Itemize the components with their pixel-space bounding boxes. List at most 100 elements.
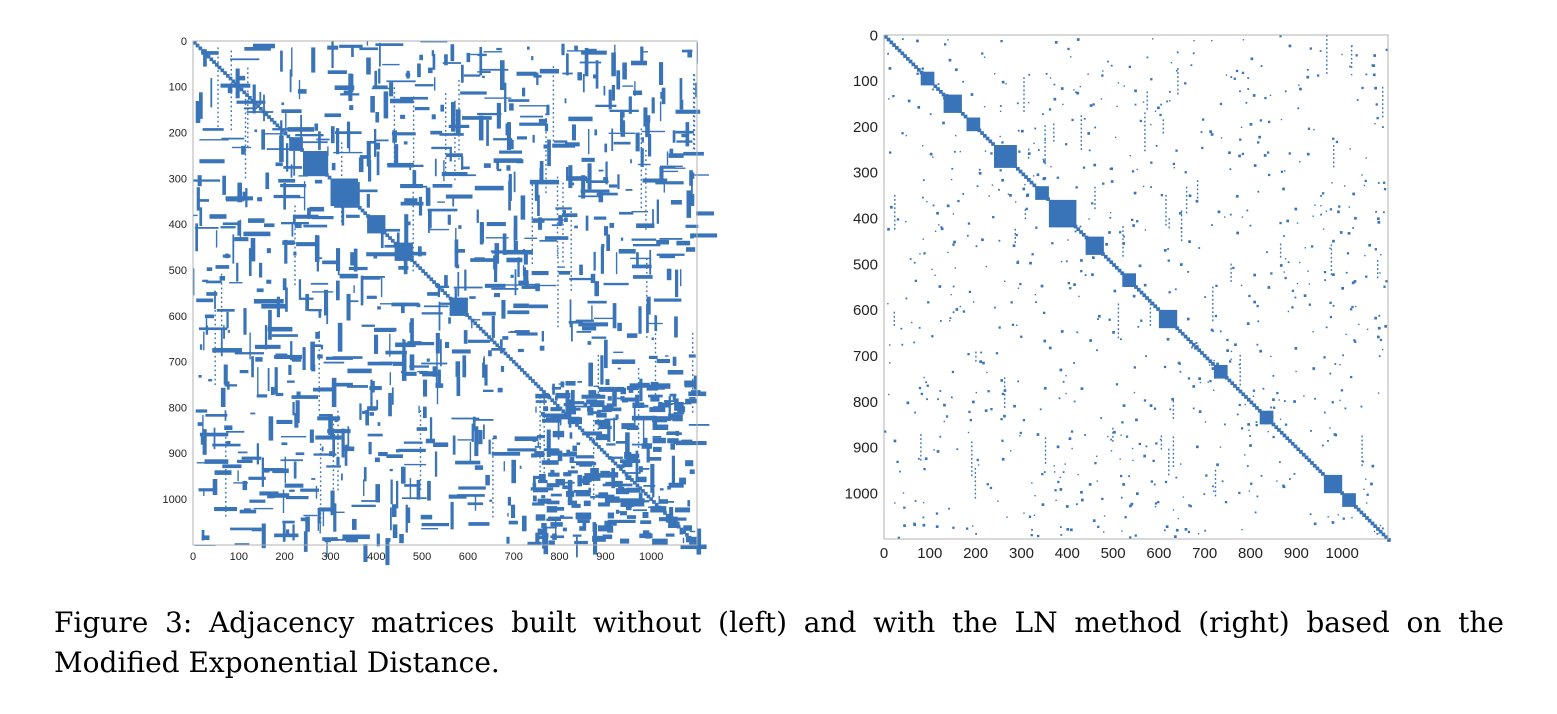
matrix-entry (557, 302, 559, 305)
matrix-entry (1230, 381, 1235, 386)
matrix-entry (893, 320, 895, 322)
matrix-entry (1212, 294, 1214, 297)
matrix-entry (1230, 76, 1233, 78)
matrix-entry (1123, 235, 1125, 238)
matrix-entry (1373, 530, 1376, 533)
matrix-entry (1143, 454, 1146, 458)
matrix-entry (1069, 287, 1072, 290)
matrix-entry (692, 392, 694, 395)
matrix-entry (668, 396, 671, 421)
matrix-entry (550, 398, 555, 403)
matrix-entry (693, 115, 696, 118)
matrix-entry (577, 72, 582, 81)
matrix-entry (1166, 337, 1170, 341)
matrix-entry (556, 204, 559, 206)
matrix-entry (213, 427, 216, 450)
matrix-entry (1259, 349, 1262, 353)
matrix-entry (1264, 96, 1267, 100)
matrix-entry (1138, 442, 1141, 446)
matrix-entry (893, 315, 895, 318)
matrix-entry (214, 351, 216, 353)
matrix-entry (389, 468, 393, 472)
matrix-entry (476, 324, 480, 328)
matrix-entry (962, 193, 965, 195)
matrix-entry (439, 133, 464, 136)
matrix-entry (1230, 350, 1233, 353)
matrix-entry (1195, 199, 1199, 203)
matrix-entry (692, 378, 694, 381)
matrix-entry (1165, 199, 1167, 201)
matrix-entry (545, 127, 547, 129)
matrix-entry (336, 248, 341, 271)
matrix-entry (215, 230, 218, 248)
matrix-entry (412, 151, 415, 154)
matrix-entry (365, 409, 369, 426)
matrix-entry (428, 67, 433, 74)
matrix-entry (1312, 331, 1314, 333)
adjacency-matrix-right-svg: 0 100 200 300 400 500 600 700 800 900 100001002003… (845, 27, 1391, 562)
matrix-entry (249, 332, 251, 360)
matrix-entry (337, 429, 339, 431)
matrix-entry (1339, 399, 1341, 402)
matrix-entry (506, 354, 511, 359)
matrix-entry (927, 301, 930, 304)
matrix-entry (241, 145, 246, 155)
matrix-entry (635, 450, 639, 481)
matrix-entry (432, 53, 436, 70)
matrix-entry (576, 442, 581, 446)
matrix-entry (281, 102, 285, 106)
matrix-entry (266, 279, 272, 284)
matrix-entry (391, 302, 419, 307)
matrix-entry (1027, 152, 1030, 155)
matrix-entry (591, 305, 593, 321)
matrix-entry (296, 242, 318, 247)
matrix-entry (1377, 335, 1380, 339)
matrix-entry (1168, 457, 1170, 459)
matrix-entry (1122, 246, 1124, 249)
matrix-entry (1212, 303, 1214, 305)
matrix-entry (477, 112, 502, 116)
matrix-entry (1229, 360, 1232, 363)
matrix-entry (427, 480, 431, 501)
matrix-entry (562, 191, 564, 194)
matrix-entry (889, 362, 891, 364)
matrix-entry (641, 404, 649, 408)
matrix-entry (1350, 49, 1353, 52)
matrix-entry (330, 178, 358, 206)
matrix-entry (598, 502, 610, 507)
matrix-entry (244, 47, 271, 51)
matrix-entry (409, 354, 415, 371)
matrix-entry (552, 121, 555, 123)
matrix-entry (1241, 392, 1246, 397)
matrix-entry (593, 461, 595, 463)
matrix-entry (1122, 238, 1124, 241)
matrix-entry (217, 70, 219, 73)
matrix-entry (1130, 502, 1134, 506)
matrix-entry (225, 436, 227, 439)
matrix-entry (1329, 372, 1332, 375)
matrix-entry (199, 159, 225, 164)
matrix-entry (445, 148, 447, 150)
matrix-entry (692, 101, 695, 104)
matrix-entry (637, 441, 640, 444)
matrix-entry (419, 414, 422, 417)
matrix-entry (484, 283, 506, 288)
matrix-entry (492, 442, 494, 445)
matrix-entry (401, 497, 427, 500)
matrix-entry (626, 487, 641, 493)
matrix-entry (552, 116, 555, 119)
matrix-entry (1017, 129, 1020, 132)
matrix-entry (669, 507, 674, 521)
matrix-entry (972, 301, 975, 303)
matrix-entry (492, 479, 494, 481)
matrix-entry (1110, 438, 1113, 441)
matrix-entry (458, 107, 460, 110)
matrix-entry (421, 523, 450, 527)
matrix-entry (1025, 207, 1028, 210)
matrix-entry (511, 459, 516, 484)
matrix-entry (622, 85, 634, 87)
matrix-entry (1324, 279, 1327, 281)
matrix-entry (230, 114, 232, 117)
matrix-entry (1329, 301, 1332, 304)
matrix-entry (1058, 223, 1060, 226)
